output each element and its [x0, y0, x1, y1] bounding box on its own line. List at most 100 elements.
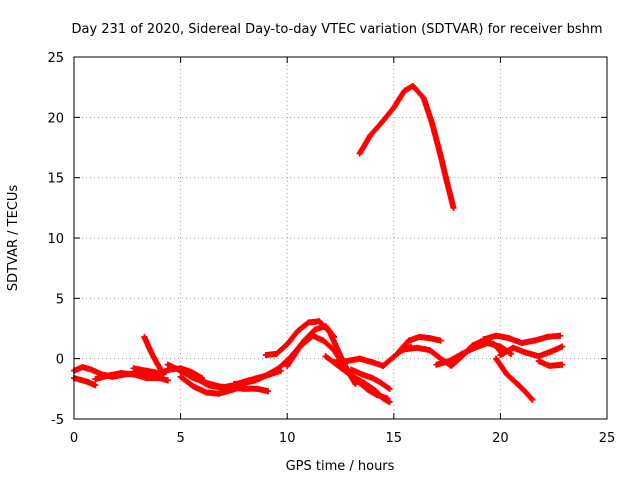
data-point — [405, 337, 412, 344]
data-point — [493, 355, 500, 362]
data-point — [348, 372, 355, 379]
series-track-20 — [497, 343, 566, 360]
data-point — [378, 379, 385, 386]
chart-title: Day 231 of 2020, Sidereal Day-to-day VTE… — [71, 22, 602, 37]
data-point — [367, 132, 374, 139]
data-point — [117, 370, 124, 377]
x-tick-label: 15 — [386, 431, 403, 446]
data-point — [497, 352, 504, 359]
data-point — [331, 347, 338, 354]
data-point — [154, 360, 161, 367]
data-point — [493, 332, 500, 339]
data-point — [437, 337, 444, 344]
data-point — [88, 366, 95, 373]
data-point — [380, 362, 387, 369]
data-point — [546, 362, 553, 369]
data-point — [510, 344, 517, 351]
data-point — [437, 152, 444, 159]
data-point — [254, 385, 261, 392]
y-tick-label: 0 — [56, 353, 64, 368]
data-point — [320, 337, 327, 344]
data-layer — [71, 82, 566, 406]
data-point — [378, 120, 385, 127]
x-tick-label: 20 — [492, 431, 509, 446]
y-tick-label: 10 — [47, 232, 64, 247]
y-tick-label: 5 — [56, 292, 64, 307]
x-axis-label: GPS time / hours — [286, 459, 395, 474]
data-point — [83, 378, 90, 385]
data-point — [343, 358, 350, 365]
data-point — [401, 87, 408, 94]
data-point — [177, 367, 184, 374]
x-tick-label: 0 — [70, 431, 78, 446]
data-point — [388, 355, 395, 362]
data-point — [497, 343, 504, 350]
data-point — [369, 374, 376, 381]
data-point — [448, 362, 455, 369]
data-point — [164, 361, 171, 368]
data-point — [427, 347, 434, 354]
data-point — [356, 150, 363, 157]
data-point — [147, 348, 154, 355]
data-point — [522, 389, 529, 396]
data-point — [529, 396, 536, 403]
y-axis-label: SDTVAR / TECUs — [6, 185, 21, 292]
data-point — [420, 95, 427, 102]
x-tick-label: 5 — [176, 431, 184, 446]
data-point — [505, 335, 512, 342]
data-point — [416, 333, 423, 340]
data-point — [105, 372, 112, 379]
data-point — [559, 343, 566, 350]
series-track-14 — [348, 366, 393, 392]
y-tick-label: 20 — [47, 111, 64, 126]
data-point — [79, 364, 86, 371]
series-track-03 — [92, 370, 171, 384]
data-point — [190, 383, 197, 390]
data-point — [294, 327, 301, 334]
data-point — [390, 104, 397, 111]
data-point — [427, 335, 434, 342]
data-point — [190, 374, 197, 381]
series-track-22 — [356, 82, 457, 211]
data-point — [194, 376, 201, 383]
series-track-07 — [177, 373, 246, 397]
data-point — [403, 346, 410, 353]
grid — [74, 57, 607, 419]
data-point — [305, 319, 312, 326]
data-point — [311, 326, 318, 333]
data-point — [205, 382, 212, 389]
data-point — [230, 381, 237, 388]
data-point — [296, 343, 303, 350]
data-point — [130, 371, 137, 378]
data-point — [177, 373, 184, 380]
data-point — [156, 370, 163, 377]
data-point — [358, 371, 365, 378]
x-tick-label: 10 — [279, 431, 296, 446]
data-point — [409, 82, 416, 89]
data-point — [262, 372, 269, 379]
data-point — [218, 384, 225, 391]
data-point — [273, 350, 280, 357]
data-point — [316, 318, 323, 325]
y-tick-label: -5 — [51, 413, 64, 428]
data-point — [92, 382, 99, 389]
data-point — [548, 348, 555, 355]
data-point — [471, 344, 478, 351]
y-tick-label: 15 — [47, 172, 64, 187]
data-point — [203, 389, 210, 396]
data-point — [141, 333, 148, 340]
data-point — [252, 377, 259, 384]
data-point — [480, 336, 487, 343]
data-point — [284, 341, 291, 348]
data-point — [514, 381, 521, 388]
data-point — [429, 120, 436, 127]
data-point — [262, 352, 269, 359]
data-point — [386, 385, 393, 392]
data-point — [360, 379, 367, 386]
data-point — [433, 361, 440, 368]
data-point — [164, 377, 171, 384]
data-point — [518, 339, 525, 346]
data-point — [395, 349, 402, 356]
